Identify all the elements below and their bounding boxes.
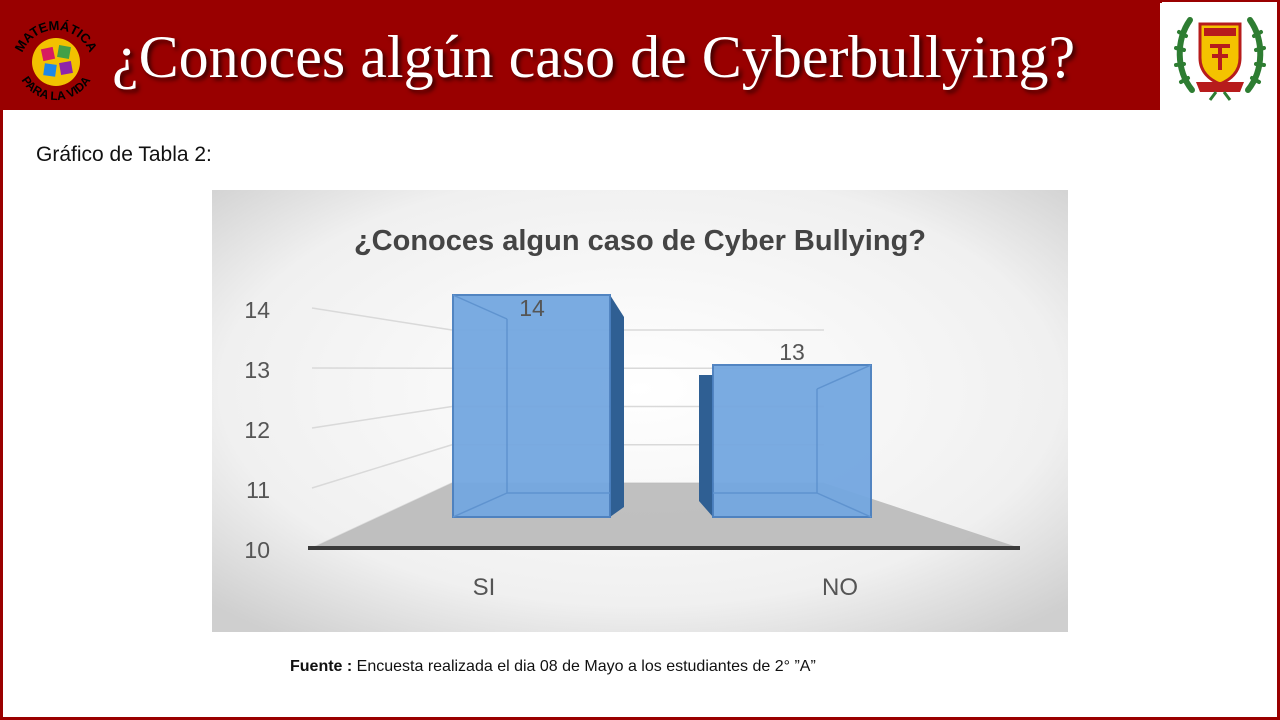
bar-inner-edge: [816, 492, 872, 518]
chart-background: [212, 190, 1068, 632]
chart-title: ¿Conoces algun caso de Cyber Bullying?: [354, 225, 926, 257]
gridline-side: [311, 405, 453, 429]
bar-inner-edge: [452, 294, 508, 320]
bar-inner-edge: [452, 492, 508, 518]
header-bar: MATEMÁTICA PARA LA VIDA ¿Conoces algún c…: [0, 0, 1160, 110]
data-label-no: 13: [779, 339, 805, 365]
bar-side-face: [699, 375, 713, 517]
gridline-side: [311, 444, 453, 489]
slide-title: ¿Conoces algún caso de Cyberbullying?: [112, 24, 1076, 90]
bars: [452, 294, 872, 518]
bar-front-face: [452, 294, 611, 518]
bar-no: [699, 364, 872, 518]
y-tick-label: 13: [244, 357, 270, 383]
bar-chart: ¿Conoces algun caso de Cyber Bullying? 1…: [212, 190, 1068, 632]
data-label-si: 14: [519, 295, 545, 321]
y-tick-label: 11: [246, 477, 270, 503]
gridline-side: [311, 307, 453, 331]
right-logo-box: [1162, 2, 1277, 106]
bar-side-face: [610, 295, 624, 517]
bar-si: [452, 294, 624, 518]
school-crest-logo: [1174, 17, 1266, 101]
source-text: Encuesta realizada el dia 08 de Mayo a l…: [352, 658, 816, 675]
data-labels: 14 13: [519, 295, 805, 365]
y-tick-label: 14: [244, 297, 270, 323]
y-tick-label: 10: [244, 537, 270, 563]
chart-caption: Gráfico de Tabla 2:: [36, 143, 212, 166]
x-category-labels: SI NO: [473, 574, 858, 601]
y-tick-label: 12: [244, 417, 270, 443]
category-label-si: SI: [473, 574, 496, 601]
category-label-no: NO: [822, 574, 858, 601]
bar-front-face: [712, 364, 872, 518]
y-tick-labels: 10 11 12 13 14: [244, 297, 270, 563]
math-badge-logo: MATEMÁTICA PARA LA VIDA: [12, 18, 101, 103]
source-label: Fuente :: [290, 658, 353, 675]
chart-area: ¿Conoces algun caso de Cyber Bullying? 1…: [212, 190, 1068, 632]
source-note: Fuente : Encuesta realizada el dia 08 de…: [290, 655, 1050, 679]
bar-inner-edge: [816, 364, 872, 390]
